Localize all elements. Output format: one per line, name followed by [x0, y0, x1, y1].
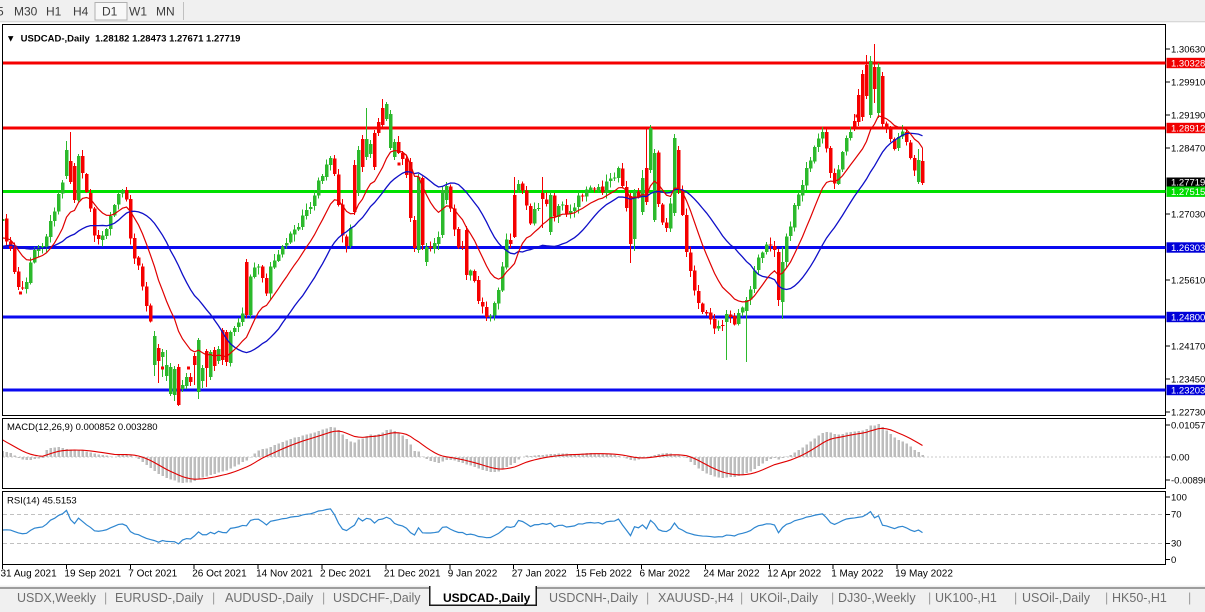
svg-text:UKOil-,Daily: UKOil-,Daily [750, 591, 819, 605]
svg-text:M30: M30 [14, 5, 38, 19]
svg-text:W1: W1 [129, 5, 147, 19]
svg-text:|: | [1014, 591, 1017, 605]
svg-text:|: | [740, 591, 743, 605]
svg-text:7 Oct 2021: 7 Oct 2021 [128, 569, 177, 580]
svg-text:21 Dec 2021: 21 Dec 2021 [384, 569, 441, 580]
svg-text:XAUUSD-,H4: XAUUSD-,H4 [658, 591, 734, 605]
svg-text:USDCAD-,Daily: USDCAD-,Daily [443, 591, 531, 605]
svg-text:|: | [1105, 591, 1108, 605]
svg-text:DJ30-,Weekly: DJ30-,Weekly [838, 591, 916, 605]
svg-text:1.27515: 1.27515 [1171, 187, 1205, 198]
svg-text:|: | [1188, 591, 1191, 605]
svg-text:1.22730: 1.22730 [1171, 407, 1205, 418]
svg-text:5: 5 [0, 5, 4, 19]
svg-text:MACD(12,26,9) 0.000852 0.00328: MACD(12,26,9) 0.000852 0.003280 [7, 422, 158, 433]
svg-text:0.010578: 0.010578 [1171, 420, 1205, 431]
svg-text:HK50-,H1: HK50-,H1 [1112, 591, 1167, 605]
svg-text:▼ USDCAD-,Daily 1.28182 1.28: ▼ USDCAD-,Daily 1.28182 1.28473 1.27671 … [6, 34, 240, 45]
svg-text:1 May 2022: 1 May 2022 [831, 569, 884, 580]
svg-text:1.23203: 1.23203 [1171, 385, 1205, 396]
svg-text:0.00: 0.00 [1171, 452, 1190, 463]
svg-text:1.27719: 1.27719 [1171, 177, 1205, 188]
svg-text:1.30630: 1.30630 [1171, 44, 1205, 55]
svg-text:12 Apr 2022: 12 Apr 2022 [767, 569, 821, 580]
svg-text:1.27030: 1.27030 [1171, 209, 1205, 220]
svg-text:MN: MN [156, 5, 175, 19]
svg-text:15 Feb 2022: 15 Feb 2022 [576, 569, 633, 580]
svg-text:|: | [831, 591, 834, 605]
svg-text:0: 0 [1171, 555, 1176, 566]
svg-text:100: 100 [1171, 492, 1187, 503]
svg-text:RSI(14) 45.5153: RSI(14) 45.5153 [7, 496, 77, 507]
svg-text:|: | [322, 591, 325, 605]
svg-text:H1: H1 [46, 5, 62, 19]
svg-text:27 Jan 2022: 27 Jan 2022 [512, 569, 567, 580]
svg-text:19 Sep 2021: 19 Sep 2021 [64, 569, 121, 580]
svg-text:26 Oct 2021: 26 Oct 2021 [192, 569, 247, 580]
svg-text:70: 70 [1171, 510, 1182, 521]
svg-text:USDX,Weekly: USDX,Weekly [17, 591, 97, 605]
svg-text:2 Dec 2021: 2 Dec 2021 [320, 569, 372, 580]
svg-text:1.24170: 1.24170 [1171, 341, 1205, 352]
svg-text:D1: D1 [102, 5, 118, 19]
svg-text:USOil-,Daily: USOil-,Daily [1022, 591, 1091, 605]
svg-text:H4: H4 [73, 5, 89, 19]
svg-text:1.23450: 1.23450 [1171, 374, 1205, 385]
svg-text:1.28470: 1.28470 [1171, 143, 1205, 154]
svg-text:|: | [212, 591, 215, 605]
svg-text:|: | [928, 591, 931, 605]
svg-text:30: 30 [1171, 539, 1182, 550]
svg-text:USDCHF-,Daily: USDCHF-,Daily [333, 591, 421, 605]
svg-text:1.29190: 1.29190 [1171, 110, 1205, 121]
svg-text:-0.00896: -0.00896 [1171, 475, 1205, 486]
svg-text:9 Jan 2022: 9 Jan 2022 [448, 569, 498, 580]
svg-text:|: | [646, 591, 649, 605]
svg-text:19 May 2022: 19 May 2022 [895, 569, 953, 580]
svg-text:6 Mar 2022: 6 Mar 2022 [640, 569, 691, 580]
svg-text:|: | [104, 591, 107, 605]
svg-text:1.29910: 1.29910 [1171, 77, 1205, 88]
svg-text:EURUSD-,Daily: EURUSD-,Daily [115, 591, 204, 605]
svg-text:1.25610: 1.25610 [1171, 275, 1205, 286]
svg-text:AUDUSD-,Daily: AUDUSD-,Daily [225, 591, 314, 605]
svg-text:USDCNH-,Daily: USDCNH-,Daily [549, 591, 639, 605]
svg-text:24 Mar 2022: 24 Mar 2022 [703, 569, 760, 580]
svg-text:14 Nov 2021: 14 Nov 2021 [256, 569, 313, 580]
svg-text:1.26303: 1.26303 [1171, 243, 1205, 254]
svg-text:UK100-,H1: UK100-,H1 [935, 591, 997, 605]
svg-text:31 Aug 2021: 31 Aug 2021 [1, 569, 58, 580]
svg-text:1.24800: 1.24800 [1171, 312, 1205, 323]
svg-text:1.28912: 1.28912 [1171, 123, 1205, 134]
svg-text:1.30328: 1.30328 [1171, 58, 1205, 69]
